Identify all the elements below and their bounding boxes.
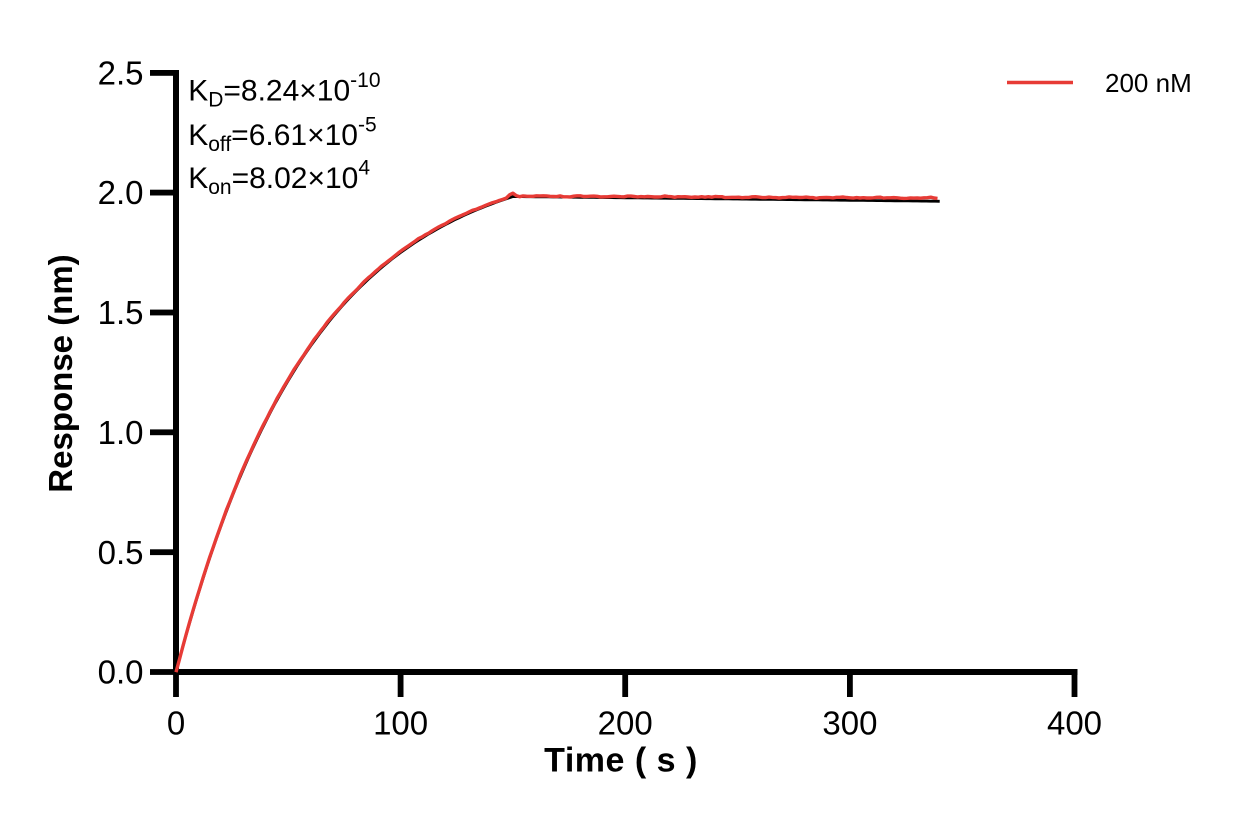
svg-text:0.5: 0.5 xyxy=(98,534,144,571)
svg-text:0: 0 xyxy=(167,705,185,742)
svg-text:300: 300 xyxy=(822,705,877,742)
svg-text:Time ( s ): Time ( s ) xyxy=(544,742,698,780)
svg-text:2.5: 2.5 xyxy=(98,55,144,92)
svg-text:200: 200 xyxy=(598,705,653,742)
svg-text:100: 100 xyxy=(373,705,428,742)
svg-text:400: 400 xyxy=(1047,705,1102,742)
svg-text:0.0: 0.0 xyxy=(98,654,144,691)
svg-text:Kon=8.02×104: Kon=8.02×104 xyxy=(188,157,370,200)
svg-text:1.0: 1.0 xyxy=(98,414,144,451)
svg-text:Koff=6.61×10-5: Koff=6.61×10-5 xyxy=(188,113,376,156)
svg-text:2.0: 2.0 xyxy=(98,174,144,211)
svg-text:KD=8.24×10-10: KD=8.24×10-10 xyxy=(188,69,380,112)
svg-text:200 nM: 200 nM xyxy=(1105,68,1192,98)
svg-text:Response (nm): Response (nm) xyxy=(42,254,79,492)
svg-text:1.5: 1.5 xyxy=(98,294,144,331)
